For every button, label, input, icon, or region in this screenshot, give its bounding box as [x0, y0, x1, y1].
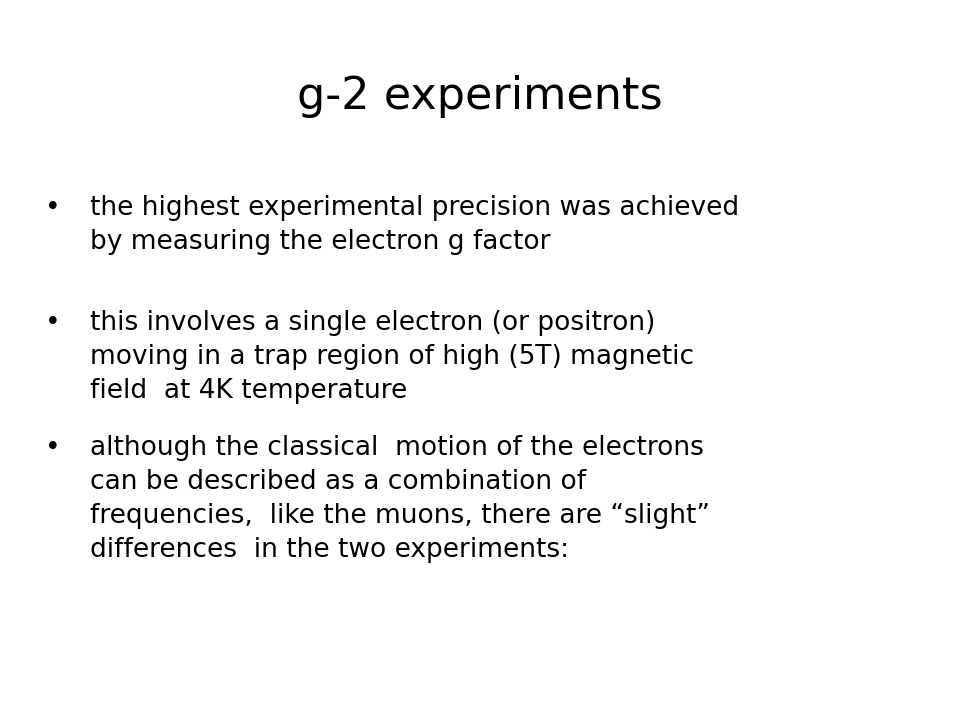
Text: •: •	[45, 435, 60, 461]
Text: by measuring the electron g factor: by measuring the electron g factor	[90, 229, 550, 255]
Text: moving in a trap region of high (5T) magnetic: moving in a trap region of high (5T) mag…	[90, 344, 694, 370]
Text: differences  in the two experiments:: differences in the two experiments:	[90, 537, 569, 563]
Text: although the classical  motion of the electrons: although the classical motion of the ele…	[90, 435, 704, 461]
Text: can be described as a combination of: can be described as a combination of	[90, 469, 587, 495]
Text: •: •	[45, 195, 60, 221]
Text: frequencies,  like the muons, there are “slight”: frequencies, like the muons, there are “…	[90, 503, 710, 529]
Text: field  at 4K temperature: field at 4K temperature	[90, 378, 407, 404]
Text: g-2 experiments: g-2 experiments	[298, 75, 662, 118]
Text: •: •	[45, 310, 60, 336]
Text: the highest experimental precision was achieved: the highest experimental precision was a…	[90, 195, 739, 221]
Text: this involves a single electron (or positron): this involves a single electron (or posi…	[90, 310, 656, 336]
